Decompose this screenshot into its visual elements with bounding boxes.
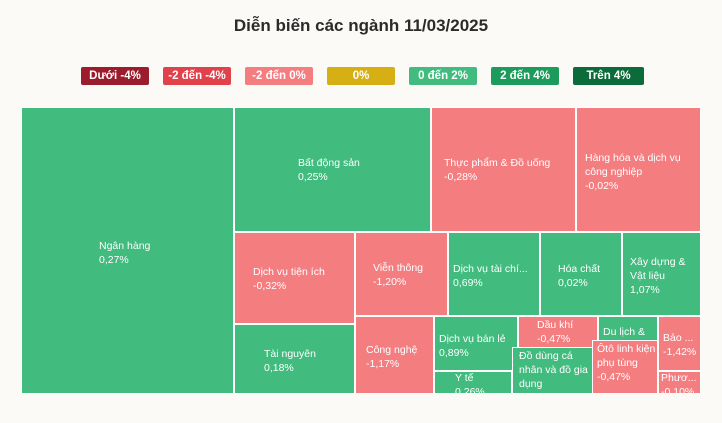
tile-label: Y tế 0,26% [455,372,505,394]
tile-change-value: 0,14% [519,391,595,393]
treemap-tile: Bất động sản 0,25% [234,107,431,232]
tile-sector-name: Bảo ... [663,332,694,344]
tile-label: Dịch vụ tiện ích -0,32% [253,265,353,293]
tile-change-value: -0,47% [597,371,631,383]
treemap-tile: Xây dựng & Vật liệu 1,07% [622,232,701,316]
treemap-tile: Đồ dùng cá nhân và đồ gia dụng0,14% [512,347,596,394]
tile-label: Ngân hàng 0,27% [99,239,219,267]
treemap-tile: Thực phẩm & Đồ uống -0,28% [431,107,576,232]
tile-sector-name: Tài nguyên [264,348,316,360]
tile-label: Viễn thông -1,20% [373,261,447,289]
tile-sector-name: Dịch vụ tài chí... [453,263,528,275]
treemap-tile: Tài nguyên 0,18% [234,324,355,394]
legend: Dưới -4% -2 đến -4% -2 đến 0% 0% 0 đến 2% 2 đ… [0,67,722,85]
tile-sector-name: Hàng hóa và dịch vụ công nghiệp [585,152,681,178]
tile-change-value: -0,47% [537,333,571,345]
legend-item: 0 đến 2% [409,67,477,85]
treemap-tile: Bảo ... -1,42% [658,316,701,371]
tile-change-value: 1,07% [630,284,660,296]
tile-change-value: -0,10% [661,386,695,394]
tile-label: Dịch vụ bán lẻ 0,89% [439,332,517,360]
treemap-tile: Dịch vụ tài chí... 0,69% [448,232,540,316]
tile-sector-name: Phươ... [661,372,697,384]
tile-label: Hàng hóa và dịch vụ công nghiệp -0,02% [585,151,700,193]
tile-sector-name: Bất động sản [298,157,360,169]
tile-sector-name: Ngân hàng [99,240,151,252]
legend-item: -2 đến 0% [245,67,313,85]
tile-label: Dịch vụ tài chí... 0,69% [453,262,539,290]
tile-sector-name: Xây dựng & Vật liệu [630,256,686,282]
treemap-tile: Viễn thông -1,20% [355,232,448,316]
tile-label: Công nghệ -1,17% [366,343,432,371]
tile-sector-name: Y tế [455,372,474,384]
legend-item: 0% [327,67,395,85]
tile-sector-name: Hóa chất [558,263,601,275]
tile-sector-name: Viễn thông [373,262,424,274]
tile-sector-name: Dịch vụ bán lẻ [439,333,506,345]
tile-change-value: -1,17% [366,358,400,370]
treemap-tile: Hóa chất 0,02% [540,232,622,316]
tile-change-value: -0,28% [444,171,478,183]
tile-label: Dầu khí -0,47% [537,318,597,346]
tile-change-value: -0,02% [585,180,619,192]
legend-item: Trên 4% [573,67,644,85]
tile-change-value: -0,32% [253,280,287,292]
tile-sector-name: Thực phẩm & Đồ uống [444,157,551,169]
treemap-tile: Ngân hàng 0,27% [21,107,234,394]
tile-sector-name: Công nghệ [366,344,418,356]
tile-change-value: 0,27% [99,254,129,266]
tile-label: Bất động sản 0,25% [298,156,428,184]
tile-label: Thực phẩm & Đồ uống -0,28% [444,156,572,184]
tile-change-value: 0,26% [455,386,485,394]
tile-change-value: 0,69% [453,277,483,289]
treemap-tile: Dịch vụ tiện ích -0,32% [234,232,355,324]
treemap-tile: Dịch vụ bán lẻ 0,89% [434,316,518,371]
treemap-tile: Ôtô linh kiện phụ tùng -0,47% [592,340,658,394]
tile-change-value: 0,18% [264,362,294,374]
tile-label: Hóa chất 0,02% [558,262,621,290]
legend-item: Dưới -4% [81,67,149,85]
treemap-tile: Phươ... -0,10% [658,371,701,394]
tile-sector-name: Dầu khí [537,319,574,331]
tile-change-value: 0,25% [298,171,328,183]
tile-change-value: 0,02% [558,277,588,289]
tile-label: Phươ... -0,10% [661,372,700,394]
tile-label: Xây dựng & Vật liệu 1,07% [630,255,700,297]
treemap-tile: Hàng hóa và dịch vụ công nghiệp -0,02% [576,107,701,232]
tile-label: Đồ dùng cá nhân và đồ gia dụng0,14% [519,349,595,393]
tile-label: Ôtô linh kiện phụ tùng -0,47% [597,342,657,384]
tile-label: Bảo ... -1,42% [663,331,700,359]
treemap-tile: Công nghệ -1,17% [355,316,434,394]
legend-item: 2 đến 4% [491,67,559,85]
tile-sector-name: Ôtô linh kiện phụ tùng [597,343,656,369]
tile-change-value: -1,42% [663,346,697,358]
tile-change-value: 0,89% [439,347,469,359]
chart-title: Diễn biến các ngành 11/03/2025 [233,16,489,35]
tile-sector-name: Dịch vụ tiện ích [253,266,325,278]
tile-label: Tài nguyên 0,18% [264,347,349,375]
legend-item: -2 đến -4% [163,67,231,85]
tile-change-value: -1,20% [373,276,407,288]
tile-sector-name: Đồ dùng cá nhân và đồ gia dụng [519,350,588,390]
treemap-tile: Y tế 0,26% [434,371,512,394]
